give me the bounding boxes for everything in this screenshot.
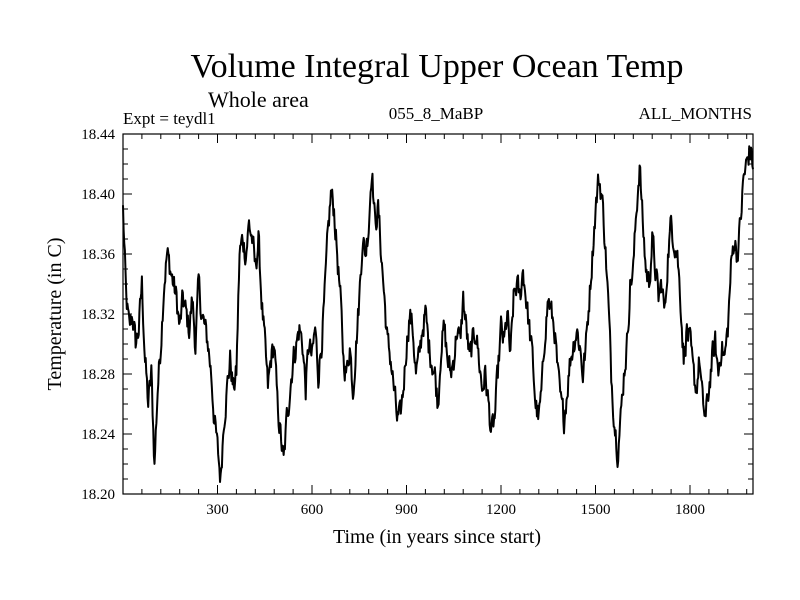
y-tick-label: 18.44 xyxy=(81,127,115,143)
y-axis-label: Temperature (in C) xyxy=(44,238,66,391)
x-tick-label: 600 xyxy=(301,502,324,518)
plot-frame xyxy=(122,133,754,495)
x-axis-label: Time (in years since start) xyxy=(333,526,541,548)
y-tick-label: 18.20 xyxy=(81,487,115,503)
chart-subtitle: Whole area xyxy=(208,87,309,112)
chart-title: Volume Integral Upper Ocean Temp xyxy=(191,48,684,85)
y-tick-label: 18.32 xyxy=(81,307,115,323)
y-tick-label: 18.36 xyxy=(81,247,115,263)
x-tick-label: 300 xyxy=(206,502,229,518)
x-tick-label: 1500 xyxy=(581,502,611,518)
experiment-label: Expt = teydl1 xyxy=(123,109,216,128)
y-tick-label: 18.40 xyxy=(81,187,115,203)
x-tick-label: 900 xyxy=(395,502,418,518)
x-axis-ticks: 300 600 900 1200 1500 1800 xyxy=(122,134,748,518)
x-tick-label: 1200 xyxy=(486,502,516,518)
y-tick-label: 18.28 xyxy=(81,367,115,383)
run-label: 055_8_MaBP xyxy=(389,104,483,123)
x-tick-label: 1800 xyxy=(675,502,705,518)
temperature-series-line xyxy=(122,145,754,483)
y-tick-label: 18.24 xyxy=(81,427,115,443)
months-label: ALL_MONTHS xyxy=(639,104,752,123)
